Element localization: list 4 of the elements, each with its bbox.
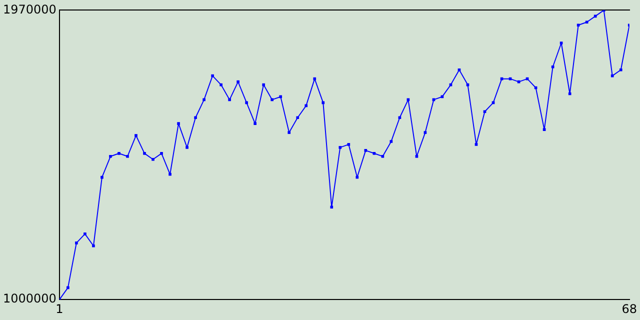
x-tick-label: 1 (56, 302, 64, 316)
y-tick-label: 1000000 (2, 292, 56, 306)
x-tick-label: 68 (622, 302, 638, 316)
y-tick-label: 1970000 (2, 2, 56, 16)
